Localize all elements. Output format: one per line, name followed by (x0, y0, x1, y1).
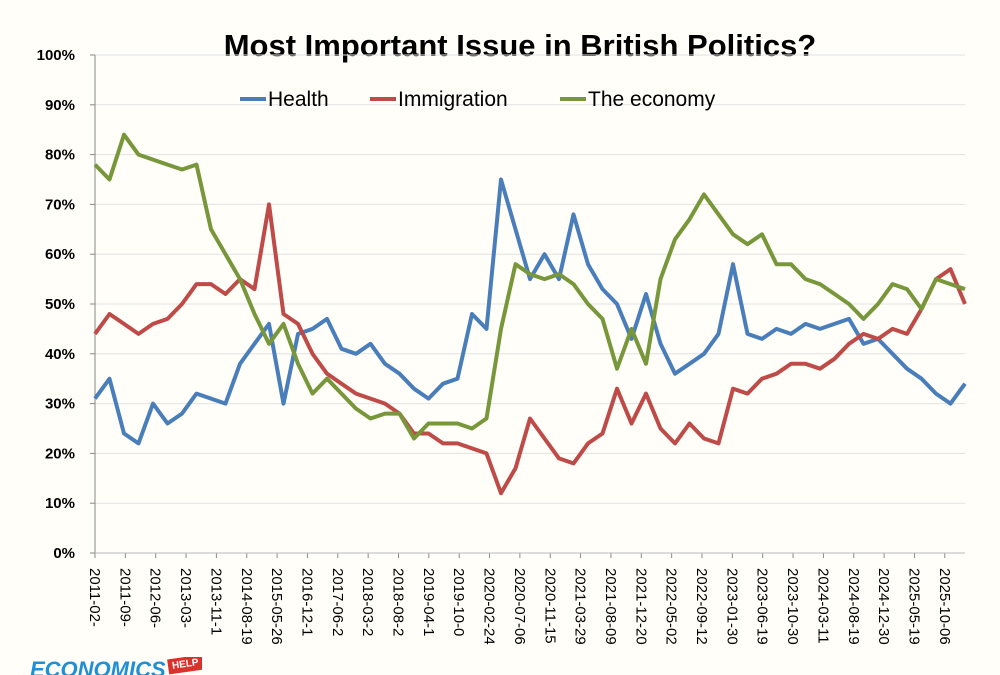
legend: Health Immigration The economy (240, 88, 716, 111)
x-tick-label: 2020-11-15 (541, 568, 558, 644)
x-tick-label: 2020-07-06 (511, 568, 528, 645)
x-tick-label: 2021-08-09 (602, 568, 619, 645)
y-tick-label: 20% (45, 445, 75, 462)
x-tick-label: 2015-05-26 (268, 568, 285, 645)
legend-label: The economy (588, 88, 716, 111)
y-tick-label: 60% (45, 246, 75, 263)
x-tick-label: 2025-10-06 (936, 568, 953, 645)
y-tick-label: 80% (45, 147, 75, 164)
series-line-immigration (93, 202, 967, 496)
x-tick-label: 2020-02-24 (481, 568, 498, 645)
x-tick-label: 2011-02- (86, 568, 103, 627)
x-tick-label: 2013-11-1 (207, 568, 224, 635)
y-tick-label: 90% (45, 97, 75, 114)
x-tick-label: 2011-09- (116, 568, 133, 627)
x-tick-label: 2014-08-19 (238, 568, 255, 645)
legend-item-immigration: Immigration (370, 88, 508, 111)
economics-help-logo: ECONOMICS HELP (30, 657, 203, 675)
y-tick-label: 10% (45, 495, 75, 512)
x-tick-label: 2022-09-12 (693, 568, 710, 645)
x-tick-label: 2024-03-11 (814, 568, 831, 644)
x-tick-label: 2018-08-2 (390, 568, 407, 636)
logo-badge: HELP (166, 657, 203, 675)
x-tick-label: 2016-12-1 (298, 568, 315, 636)
x-tick-label: 2019-04-1 (420, 568, 437, 636)
x-tick-label: 2017-06-2 (329, 568, 346, 636)
y-tick-label: 40% (45, 346, 75, 363)
y-tick-label: 30% (45, 396, 75, 413)
y-tick-label: 0% (53, 545, 75, 562)
x-tick-label: 2024-08-19 (845, 568, 862, 645)
legend-label: Health (268, 88, 329, 111)
series-lines (93, 132, 967, 496)
x-tick-label: 2025-05-19 (905, 568, 922, 645)
x-tick-label: 2023-06-19 (754, 568, 771, 645)
x-axis-ticks: 2011-02- 2011-09- 2012-06- 2013-03- 2013-11-… (86, 553, 953, 645)
x-tick-label: 2023-01-30 (723, 568, 740, 645)
x-tick-label: 2021-03-29 (572, 568, 589, 645)
series-line-the-economy (93, 132, 966, 441)
series-line-health (93, 177, 967, 446)
logo-text: ECONOMICS (30, 657, 166, 675)
y-axis-ticks: 0% 10% 20% 30% 40% 50% 60% 70% 80% 90% 100% (37, 47, 95, 562)
x-tick-label: 2012-06- (147, 568, 164, 628)
x-tick-label: 2024-12-30 (875, 568, 892, 645)
legend-label: Immigration (398, 88, 508, 111)
x-tick-label: 2013-03- (177, 568, 194, 628)
y-tick-label: 100% (37, 47, 75, 64)
y-tick-label: 70% (45, 196, 75, 213)
x-tick-label: 2021-12-20 (632, 568, 649, 645)
x-tick-label: 2022-05-02 (663, 568, 680, 645)
x-tick-label: 2018-03-2 (359, 568, 376, 636)
x-tick-label: 2019-10-0 (450, 568, 467, 636)
legend-item-health: Health (240, 88, 329, 111)
chart-title: Most Important Issue in British Politics… (224, 28, 817, 63)
y-tick-label: 50% (45, 296, 75, 313)
legend-item-the-economy: The economy (560, 88, 716, 111)
x-tick-label: 2023-10-30 (784, 568, 801, 645)
gridlines (95, 54, 965, 554)
